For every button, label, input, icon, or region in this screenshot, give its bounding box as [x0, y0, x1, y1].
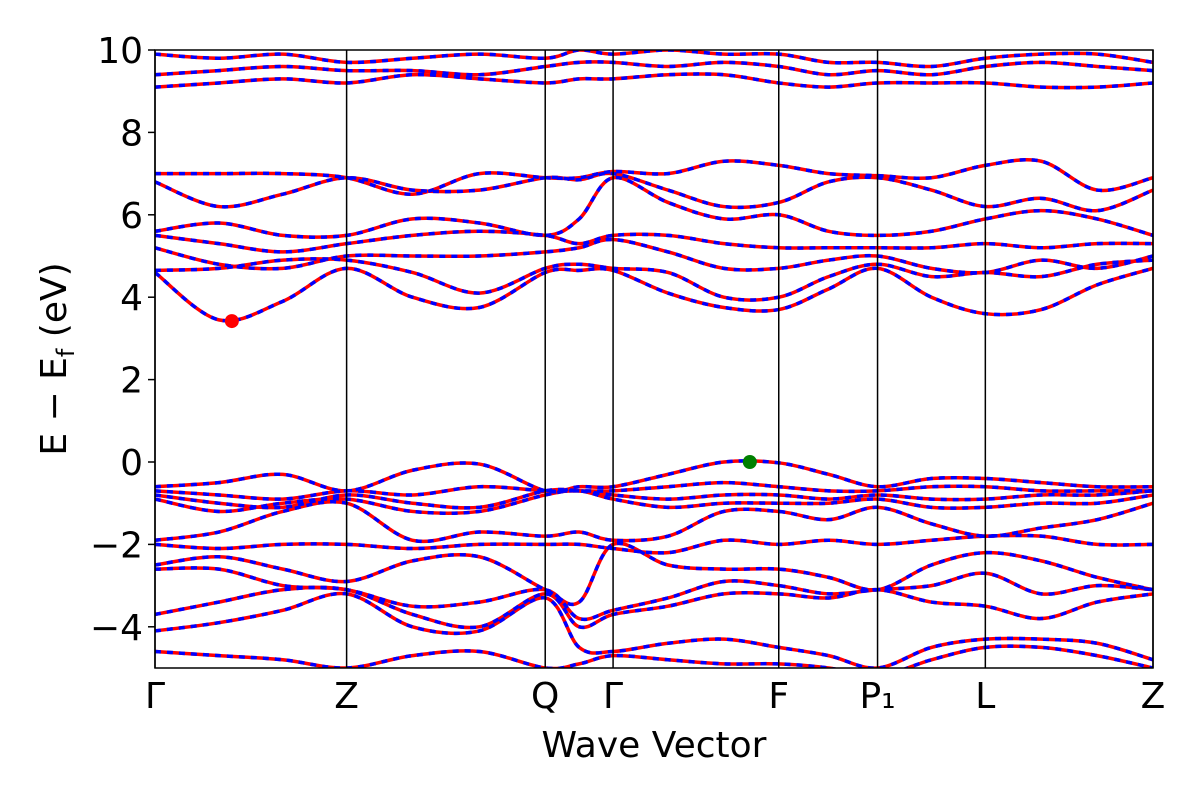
band-line: [155, 499, 1153, 544]
band-line: [155, 175, 1153, 239]
band-line: [155, 171, 1153, 213]
x-tick-label: Γ: [145, 676, 165, 717]
band-line: [155, 644, 1153, 668]
y-tick-label: 10: [97, 31, 143, 72]
band-line: [155, 50, 1153, 69]
band-line: [155, 266, 1153, 323]
y-tick-label: 8: [120, 113, 143, 154]
band-line: [155, 488, 1153, 515]
band-line: [155, 488, 1153, 515]
band-line: [155, 487, 1153, 510]
band-line: [155, 591, 1153, 668]
y-tick-label: 6: [120, 196, 143, 237]
y-label-sub: f: [52, 348, 80, 357]
x-tick-label: Z: [1141, 676, 1166, 717]
bands: [155, 50, 1153, 668]
x-tick-label: L: [975, 676, 995, 717]
y-label-part: E − E: [34, 357, 75, 456]
band-line: [155, 266, 1153, 323]
band-edge-point: [224, 314, 239, 329]
band-edge-point: [742, 455, 757, 469]
y-axis-label: E − Ef (eV): [34, 262, 80, 455]
band-line: [155, 541, 1153, 607]
y-tick-label: −2: [90, 525, 143, 566]
x-tick-label: P₁: [859, 676, 895, 717]
x-tick-label: Z: [334, 676, 359, 717]
x-tick-label: Q: [531, 676, 559, 717]
y-tick-label: 2: [120, 361, 143, 402]
band-line: [155, 644, 1153, 668]
x-tick-label: Γ: [603, 676, 623, 717]
band-line: [155, 585, 1153, 630]
y-label-part: (eV): [34, 262, 75, 348]
y-tick-label: 4: [120, 278, 143, 319]
y-tick-label: −4: [90, 608, 143, 649]
x-axis-label: Wave Vector: [542, 725, 767, 766]
x-tick-label: F: [768, 676, 789, 717]
band-line: [155, 72, 1153, 90]
y-tick-label: 0: [120, 443, 143, 484]
